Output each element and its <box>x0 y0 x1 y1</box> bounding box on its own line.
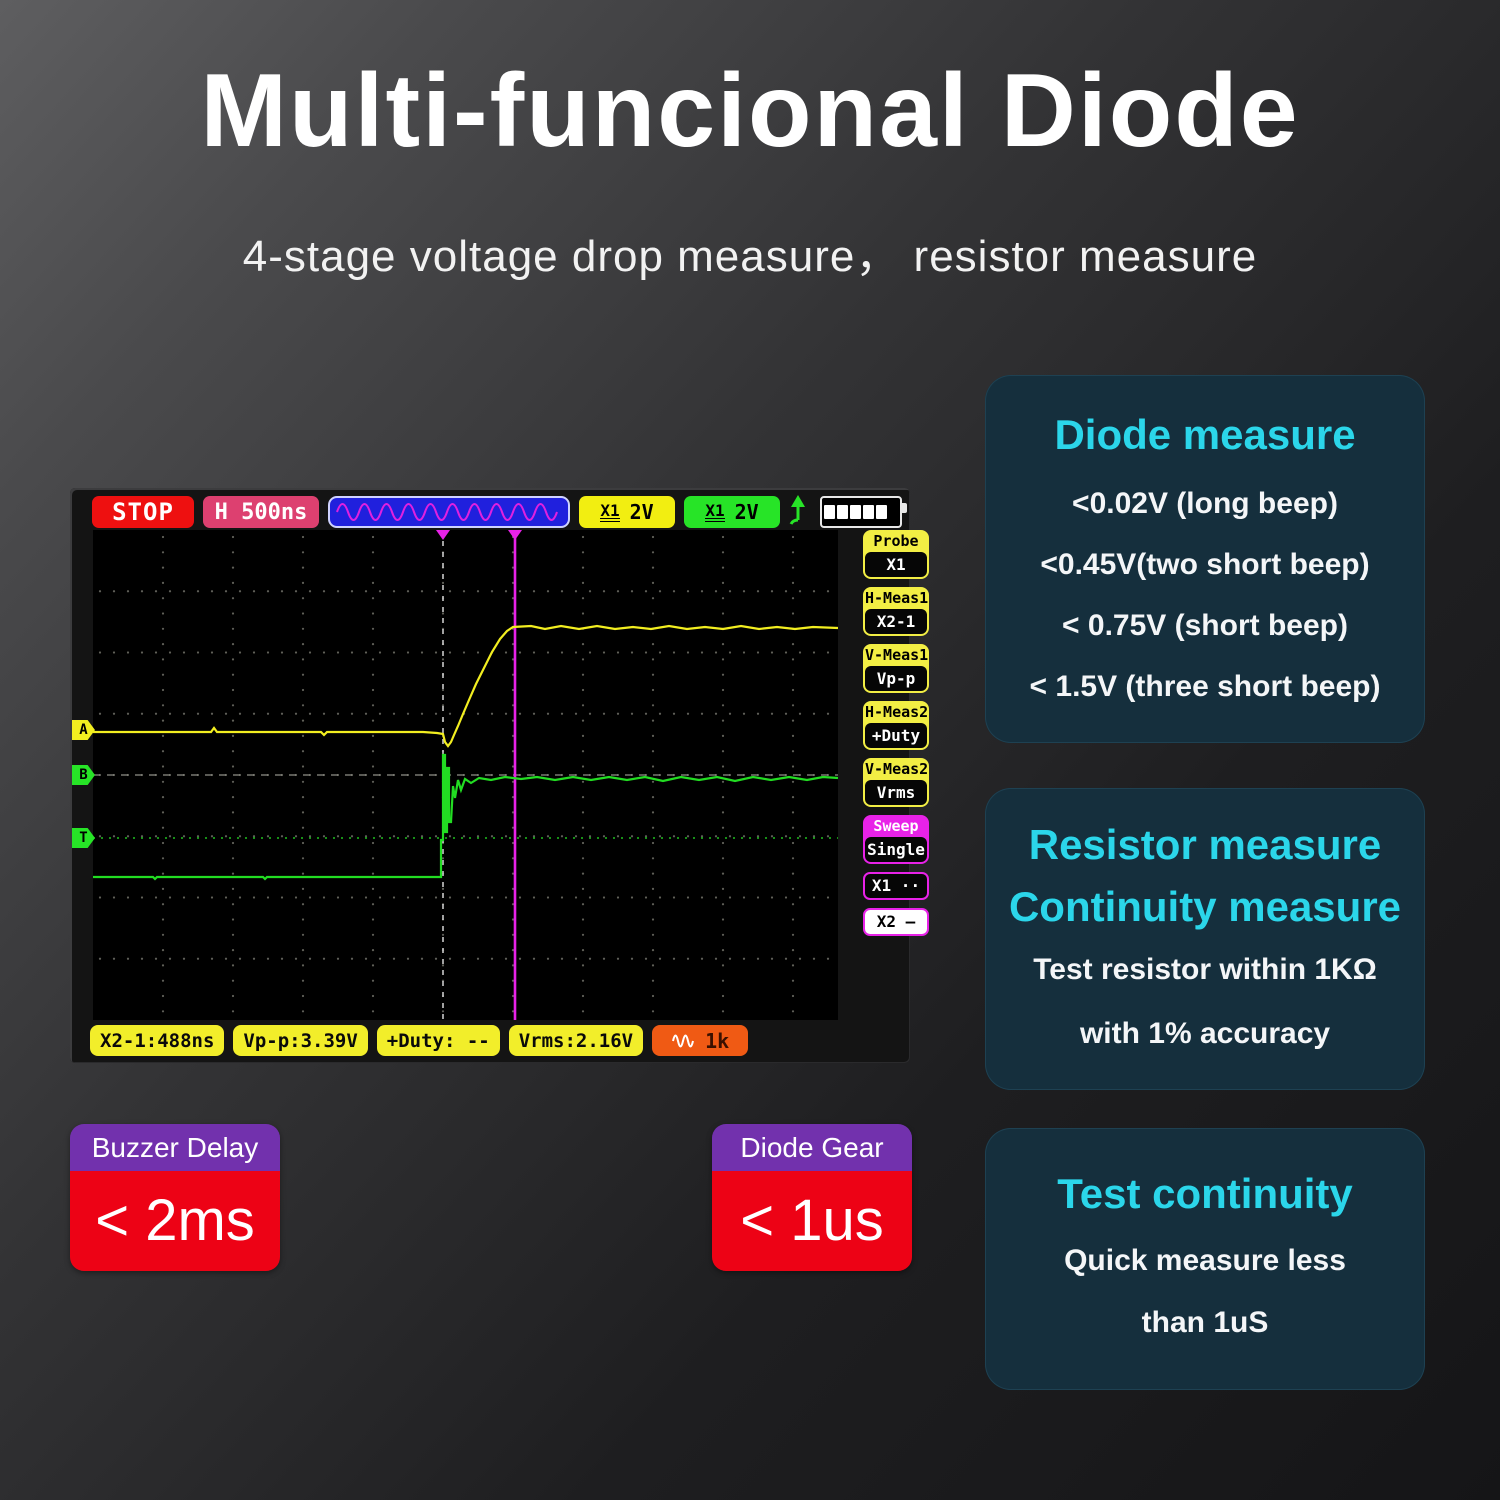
channel-b-scale-button[interactable]: X1 2V <box>684 496 780 528</box>
badge-label: Diode Gear <box>712 1124 912 1171</box>
channel-a-scale-button[interactable]: X1 2V <box>579 496 675 528</box>
waveform-display <box>93 530 839 1020</box>
badge-diode-gear: Diode Gear < 1us <box>712 1124 912 1271</box>
card-test-continuity: Test continuity Quick measure less than … <box>985 1128 1425 1390</box>
battery-icon <box>820 496 907 528</box>
card-line: <0.45V(two short beep) <box>1040 548 1370 581</box>
menu-item-value: +Duty <box>865 723 927 748</box>
badge-buzzer-delay: Buzzer Delay < 2ms <box>70 1124 280 1271</box>
channel-b-marker[interactable]: B <box>72 765 95 785</box>
sine-wave-icon <box>672 1034 695 1047</box>
menu-item-probe[interactable]: Probe X1 <box>863 530 929 579</box>
trace-channel-b <box>93 753 839 881</box>
card-line: <0.02V (long beep) <box>1072 487 1338 520</box>
channel-a-scale-label: 2V <box>629 500 654 524</box>
menu-item-h-meas2[interactable]: H-Meas2 +Duty <box>863 701 929 750</box>
menu-item-v-meas1[interactable]: V-Meas1 Vp-p <box>863 644 929 693</box>
signal-generator-freq: 1k <box>705 1028 730 1053</box>
badge-label: Buzzer Delay <box>70 1124 280 1171</box>
scope-statusbar: X2-1:488ns Vp-p:3.39V +Duty: -- Vrms:2.1… <box>90 1025 749 1056</box>
scope-menu: Probe X1 H-Meas1 X2-1 V-Meas1 Vp-p H-Mea… <box>863 530 929 936</box>
trigger-marker[interactable]: T <box>72 828 95 848</box>
readout-vrms: Vrms:2.16V <box>508 1025 644 1056</box>
card-diode-measure: Diode measure <0.02V (long beep) <0.45V(… <box>985 375 1425 743</box>
channel-b-scale-label: 2V <box>734 500 759 524</box>
menu-item-sweep[interactable]: Sweep Single <box>863 815 929 864</box>
card-line: < 1.5V (three short beep) <box>1029 670 1381 703</box>
menu-item-label: H-Meas1 <box>865 589 929 607</box>
menu-item-value: Vp-p <box>865 666 927 691</box>
badge-value: < 2ms <box>70 1171 280 1271</box>
menu-item-value: X1 <box>865 552 927 577</box>
oscilloscope-screen: STOP H 500ns X1 2V X1 2V <box>70 488 929 1063</box>
run-stop-button[interactable]: STOP <box>92 496 194 528</box>
menu-item-v-meas2[interactable]: V-Meas2 Vrms <box>863 758 929 807</box>
trigger-edge-icon <box>789 494 807 531</box>
page-title: Multi-funcional Diode <box>200 53 1300 169</box>
trace-channel-a <box>93 624 839 748</box>
readout-vpp: Vp-p:3.39V <box>233 1025 368 1056</box>
card-resistor-measure: Resistor measure Continuity measure Test… <box>985 788 1425 1090</box>
readout-x2-x1: X2-1:488ns <box>90 1025 225 1056</box>
waveform-preview-icon <box>328 496 570 528</box>
channel-a-probe-label: X1 <box>600 500 620 522</box>
card-line: < 0.75V (short beep) <box>1062 609 1348 642</box>
menu-item-h-meas1[interactable]: H-Meas1 X2-1 <box>863 587 929 636</box>
cursor-x2-handle[interactable] <box>508 530 522 540</box>
cursor-x1-handle[interactable] <box>436 530 450 540</box>
menu-item-value: Single <box>865 837 927 862</box>
menu-item-value: X2-1 <box>865 609 927 634</box>
menu-item-label: V-Meas1 <box>865 646 929 664</box>
card-title: Diode measure <box>1054 411 1356 458</box>
card-title: Resistor measure <box>1028 821 1382 868</box>
page-subtitle: 4-stage voltage drop measure， resistor m… <box>242 232 1258 281</box>
cursor-x1-button[interactable]: X1 ·· <box>863 872 929 900</box>
card-line: Test resistor within 1KΩ <box>1033 953 1377 986</box>
card-title: Continuity measure <box>1008 883 1402 930</box>
signal-generator-badge[interactable]: 1k <box>652 1025 749 1056</box>
timebase-button[interactable]: H 500ns <box>203 496 319 528</box>
scope-topbar: STOP H 500ns X1 2V X1 2V <box>92 494 907 531</box>
channel-a-marker[interactable]: A <box>72 720 95 740</box>
card-line: Quick measure less <box>1064 1244 1346 1277</box>
menu-item-label: Sweep <box>873 817 919 835</box>
card-line: than 1uS <box>1141 1306 1269 1339</box>
badge-value: < 1us <box>712 1171 912 1271</box>
menu-item-label: H-Meas2 <box>865 703 929 721</box>
card-line: with 1% accuracy <box>1079 1017 1331 1050</box>
menu-item-value: Vrms <box>865 780 927 805</box>
cursor-x2-button[interactable]: X2 — <box>863 908 929 936</box>
menu-item-label: V-Meas2 <box>865 760 929 778</box>
menu-item-label: Probe <box>873 532 919 550</box>
waveform-svg <box>93 530 839 1020</box>
card-title: Test continuity <box>1057 1170 1353 1217</box>
channel-b-probe-label: X1 <box>705 500 725 522</box>
readout-duty: +Duty: -- <box>376 1025 500 1056</box>
